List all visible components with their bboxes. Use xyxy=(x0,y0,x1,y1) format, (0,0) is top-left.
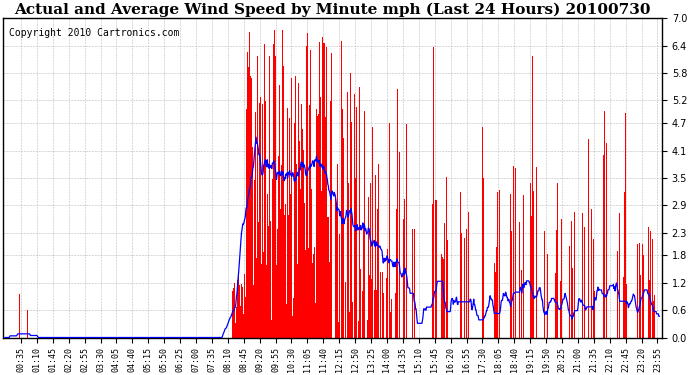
Title: Actual and Average Wind Speed by Minute mph (Last 24 Hours) 20100730: Actual and Average Wind Speed by Minute … xyxy=(14,3,651,17)
Text: Copyright 2010 Cartronics.com: Copyright 2010 Cartronics.com xyxy=(10,28,179,38)
